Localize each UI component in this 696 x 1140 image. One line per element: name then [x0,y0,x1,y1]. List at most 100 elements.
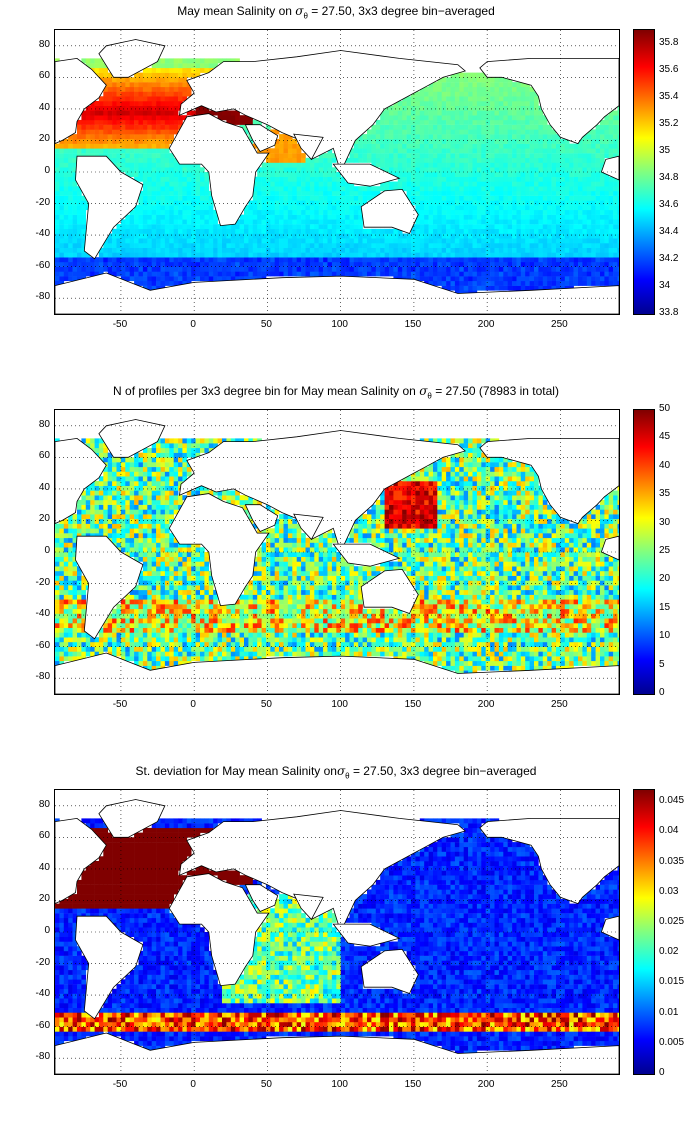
bin-cell [301,186,306,192]
bin-cell [156,153,161,159]
bin-cell [468,181,473,187]
bin-cell [120,651,126,657]
bin-cell [446,105,451,111]
bin-cell [472,143,478,149]
bin-cell [608,143,614,149]
bin-cell [142,153,148,159]
bin-cell [556,190,561,196]
bin-cell [204,190,210,196]
bin-cell [419,205,425,211]
bin-cell [191,195,196,201]
bin-cell [463,243,469,248]
bin-cell [604,148,610,154]
bin-cell [134,271,139,277]
bin-cell [156,143,161,149]
bin-cell [301,190,306,196]
bin-cell [208,252,214,258]
bin-cell [463,200,469,206]
bin-cell [129,504,135,510]
bin-cell [476,101,482,106]
bin-cell [551,219,557,225]
bin-cell [525,271,530,277]
bin-cell [77,618,82,624]
bin-cell [292,228,297,234]
bin-cell [433,280,438,286]
bin-cell [147,495,152,501]
bin-cell [525,157,530,163]
bin-cell [266,148,271,154]
bin-cell [296,167,302,173]
bin-cell [560,247,566,253]
bin-cell [459,205,464,211]
bin-cell [112,608,117,614]
bin-cell [520,209,526,215]
bin-cell [463,101,469,106]
bin-cell [129,651,135,657]
bin-cell [481,96,486,102]
bin-cell [81,205,87,211]
bin-cell [591,205,596,211]
bin-cell [147,82,152,88]
bin-cell [393,134,399,140]
bin-cell [551,172,557,177]
bin-cell [600,186,605,192]
bin-cell [279,157,284,163]
bin-cell [287,224,293,230]
bin-cell [613,195,618,201]
bin-cell [441,261,447,267]
bin-cell [305,243,311,248]
bin-cell [604,276,610,282]
bin-cell [463,129,469,135]
bin-cell [138,266,144,272]
bin-cell [134,627,139,633]
bin-cell [81,613,87,619]
bin-cell [116,637,122,643]
bin-cell [120,157,126,163]
bin-cell [81,646,87,652]
bin-cell [63,214,69,220]
bin-cell [261,243,267,248]
bin-cell [424,167,429,173]
bin-cell [564,280,570,286]
bin-cell [428,91,434,97]
bin-cell [138,105,144,111]
bin-cell [125,641,130,647]
bin-cell [507,119,513,125]
bin-cell [318,243,324,248]
bin-cell [498,124,504,130]
bin-cell [397,167,403,173]
bin-cell [239,115,245,121]
bin-cell [156,110,161,116]
bin-cell [529,266,535,272]
bin-cell [617,105,619,111]
bin-cell [138,537,144,543]
bin-cell [411,181,416,187]
map-plot-area[interactable] [54,29,620,315]
bin-cell [164,233,170,239]
bin-cell [472,82,478,88]
bin-cell [507,82,513,88]
bin-cell [547,162,552,168]
bin-cell [116,247,122,253]
bin-cell [433,153,438,159]
bin-cell [169,58,174,64]
bin-cell [380,115,385,121]
bin-cell [138,452,144,458]
bin-cell [296,243,302,248]
bin-cell [77,200,82,206]
bin-cell [402,143,407,149]
bin-cell [77,499,82,505]
bin-cell [446,167,451,173]
bin-cell [292,243,297,248]
bin-cell [125,91,130,97]
bin-cell [476,72,482,78]
bin-cell [525,247,530,253]
bin-cell [358,247,363,253]
bin-cell [85,514,91,520]
bin-cell [134,462,139,468]
bin-cell [90,495,95,501]
bin-cell [283,181,289,187]
bin-cell [68,533,73,539]
map-plot-area[interactable] [54,409,620,695]
bin-cell [538,219,544,225]
